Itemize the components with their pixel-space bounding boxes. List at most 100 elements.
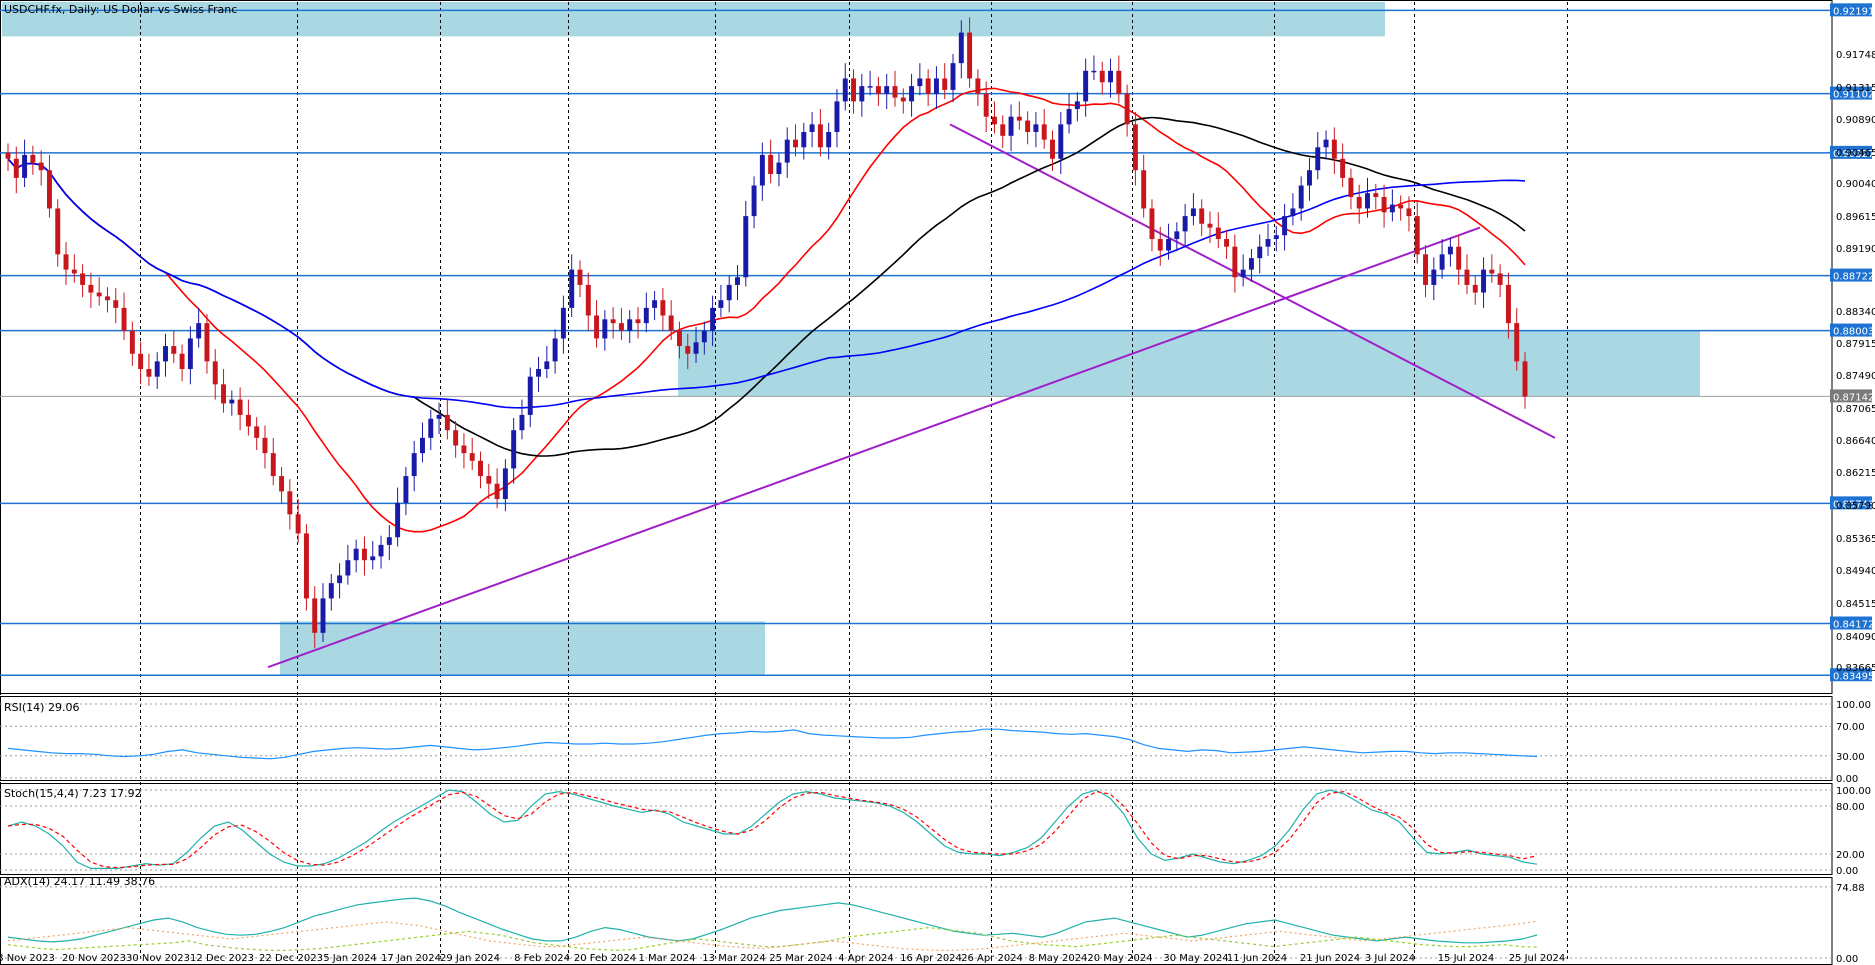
candle-body (1423, 254, 1428, 285)
candle-body (1116, 70, 1122, 94)
candle-body (22, 154, 28, 178)
date-tick-label: 4 Apr 2024 (838, 953, 893, 964)
candle-body (121, 307, 127, 331)
candle-body (187, 338, 193, 370)
candle-body (320, 598, 326, 633)
zones-layer (2, 2, 1700, 675)
date-tick-label: 1 Mar 2024 (638, 953, 695, 964)
date-tick-label: 13 Mar 2024 (702, 953, 765, 964)
candle-body (917, 78, 923, 87)
indicator-tick-label: 74.88 (1836, 883, 1865, 894)
price-tick-label: 0.89615 (1836, 212, 1875, 223)
candle-body (1257, 246, 1263, 259)
candle-body (1149, 208, 1155, 240)
candle-body (1431, 269, 1437, 285)
candle-body (229, 399, 235, 404)
candle-body (950, 63, 956, 90)
price-level-tag (1830, 145, 1872, 159)
candle-body (1331, 139, 1337, 159)
candle-body (809, 124, 815, 132)
rsi-line (7, 728, 1538, 760)
candle-body (759, 154, 765, 186)
date-tick-label: 22 Dec 2023 (259, 953, 323, 964)
levels-layer (0, 9, 1832, 677)
candle-body (478, 460, 483, 477)
candle-body (826, 131, 832, 148)
indicator-tick-label: 70.00 (1836, 722, 1865, 733)
candle-body (635, 319, 641, 324)
date-tick-label: 30 May 2024 (1163, 953, 1228, 964)
candle-body (46, 170, 52, 209)
date-tick-label: 15 Jul 2024 (1438, 953, 1495, 964)
date-tick-label: 8 Nov 2023 (0, 953, 55, 964)
candle-body (179, 353, 185, 370)
candle-body (328, 583, 334, 599)
date-tick-label: 12 Dec 2023 (190, 953, 254, 964)
indicator-tick-label: 0.00 (1836, 774, 1858, 785)
candle-body (1348, 177, 1354, 197)
candle-body (1298, 185, 1304, 209)
candle-body (262, 437, 268, 454)
candle-body (875, 86, 881, 94)
candle-body (436, 414, 442, 419)
price-level-label: 0.84172 (1833, 620, 1874, 631)
candle-body (1505, 284, 1511, 324)
candle-body (146, 369, 152, 377)
price-level-tag (1830, 323, 1872, 337)
price-level-label: 0.88722 (1833, 272, 1874, 283)
candle-body (502, 468, 508, 500)
price-level-tag (1830, 616, 1872, 630)
candle-body (138, 353, 144, 370)
candle-body (1157, 239, 1163, 251)
sr-zone (2, 2, 1385, 37)
candle-body (1290, 208, 1296, 217)
indicator-tick-label: 80.00 (1836, 802, 1865, 813)
price-level-label: 0.83495 (1833, 671, 1874, 682)
candle-body (975, 78, 981, 94)
ma-black-line (7, 116, 1526, 457)
date-tick-label: 8 Feb 2024 (514, 953, 570, 964)
candle-body (1456, 246, 1462, 270)
candle-body (1406, 208, 1412, 217)
plus-di-line (7, 926, 1538, 952)
candle-body (900, 97, 906, 102)
candle-body (105, 296, 110, 301)
candle-body (1398, 204, 1404, 209)
candle-body (1207, 223, 1213, 228)
indicator-tick-label: 100.00 (1836, 700, 1871, 711)
price-level-tag (1830, 496, 1872, 510)
price-level-label: 0.85743 (1833, 499, 1874, 510)
candle-body (743, 216, 749, 278)
candle-body (80, 273, 86, 285)
candle-body (453, 430, 459, 446)
candle-body (784, 139, 790, 163)
date-tick-label: 25 Mar 2024 (769, 953, 832, 964)
date-tick-label: 30 Nov 2023 (126, 953, 190, 964)
price-level-tag (1830, 668, 1872, 682)
date-tick-label: 20 Feb 2024 (574, 953, 636, 964)
candle-body (552, 338, 558, 362)
candle-body (13, 158, 19, 178)
candle-body (1083, 70, 1089, 102)
candle-body (494, 483, 500, 500)
time-axis: 8 Nov 2023 20 Nov 2023 30 Nov 2023 12 Dec 2… (0, 953, 1565, 964)
candle-body (1365, 193, 1370, 209)
candle-body (1074, 101, 1080, 110)
candle-body (55, 208, 61, 255)
candle-body (668, 315, 674, 331)
candle-body (204, 323, 210, 362)
candle-body (71, 269, 77, 274)
candle-body (279, 476, 285, 492)
candle-body (892, 86, 898, 98)
candle-body (353, 548, 359, 561)
candle-body (1248, 258, 1254, 270)
indicator-tick-label: 0.00 (1836, 866, 1858, 877)
candle-body (295, 514, 301, 534)
candle-body (469, 453, 475, 461)
candle-body (1489, 269, 1495, 274)
indicators-layer (0, 703, 1832, 959)
candle-body (1058, 124, 1064, 159)
price-tick-label: 0.89190 (1836, 244, 1875, 255)
candle-body (1008, 116, 1014, 136)
